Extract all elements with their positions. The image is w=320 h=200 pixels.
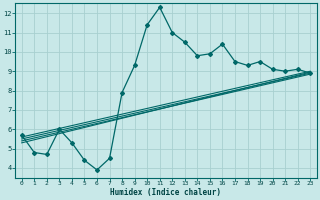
X-axis label: Humidex (Indice chaleur): Humidex (Indice chaleur) [110, 188, 221, 197]
